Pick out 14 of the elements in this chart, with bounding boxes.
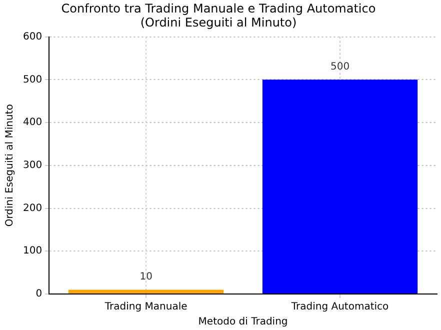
y-tick-label: 100 bbox=[22, 246, 42, 257]
data-label: 500 bbox=[330, 61, 350, 72]
x-tick-label: Trading Automatico bbox=[290, 302, 389, 313]
x-tick-label: Trading Manuale bbox=[104, 302, 188, 313]
chart-title: Confronto tra Trading Manuale e Trading Automatico (Ordini Eseguiti al Minuto) bbox=[61, 1, 376, 30]
y-tick-label: 500 bbox=[22, 74, 42, 86]
y-tick-label: 300 bbox=[22, 160, 42, 171]
x-axis-title: Metodo di Trading bbox=[198, 316, 288, 328]
data-label: 10 bbox=[140, 271, 152, 282]
y-tick-label: 600 bbox=[22, 31, 42, 42]
y-axis-title: Ordini Eseguiti al Minuto bbox=[4, 104, 16, 227]
y-tick-label: 400 bbox=[22, 117, 42, 128]
y-tick-label: 200 bbox=[22, 202, 42, 214]
y-tick-label: 0 bbox=[36, 288, 42, 300]
